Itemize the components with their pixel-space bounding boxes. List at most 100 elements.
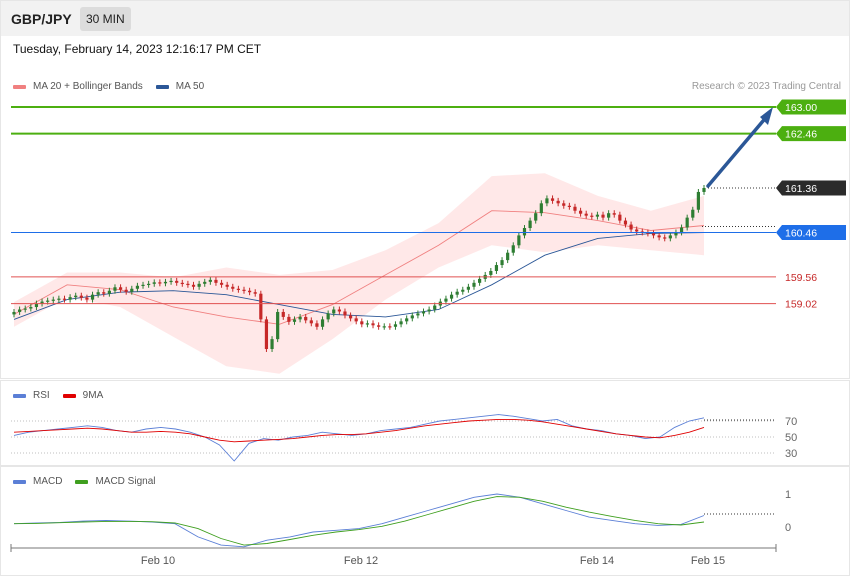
candle-body xyxy=(573,206,577,211)
candle-body xyxy=(348,315,353,319)
level-160.46-badge xyxy=(776,224,846,240)
candle-body xyxy=(668,235,672,239)
candle-body xyxy=(506,252,510,261)
candle-body xyxy=(489,270,493,275)
candle-body xyxy=(315,323,319,327)
candle-body xyxy=(416,313,420,316)
candle-body xyxy=(320,319,325,327)
candle-body xyxy=(46,300,50,302)
candle-body xyxy=(556,200,560,204)
candle-body xyxy=(135,285,140,289)
candles-group xyxy=(12,185,706,352)
candle-body xyxy=(326,313,330,320)
legend-rsi: RSI xyxy=(33,390,50,401)
candle-body xyxy=(522,228,527,236)
rsi-tick-70: 70 xyxy=(785,416,797,428)
candle-body xyxy=(427,309,431,312)
candle-body xyxy=(578,210,583,214)
rsi-series-RSI xyxy=(13,414,705,462)
credit-label: Research © 2023 Trading Central xyxy=(691,81,841,92)
candle-body xyxy=(102,292,106,294)
candle-body xyxy=(444,298,448,302)
candle-body xyxy=(332,309,336,314)
candle-body xyxy=(29,307,33,309)
candle-body xyxy=(646,232,650,234)
rsi-ma-swatch xyxy=(62,393,76,398)
candle-body xyxy=(79,295,83,298)
datetime-label: Tuesday, February 14, 2023 12:16:17 PM C… xyxy=(13,42,262,56)
candle-body xyxy=(23,308,27,310)
rsi-swatch xyxy=(13,393,26,398)
candle-body xyxy=(175,280,179,283)
macd-swatch xyxy=(13,479,26,484)
candle-body xyxy=(528,220,532,229)
candle-body xyxy=(685,217,689,228)
candle-body xyxy=(405,318,409,322)
candle-body xyxy=(337,309,341,312)
rsi-series-9MA xyxy=(13,418,705,443)
candle-body xyxy=(309,320,313,324)
ma20-line xyxy=(13,210,705,325)
candle-body xyxy=(365,323,370,325)
candle-body xyxy=(197,283,201,287)
candle-body xyxy=(40,301,44,304)
candle-body xyxy=(360,321,364,325)
candle-body xyxy=(130,288,134,292)
candle-body xyxy=(500,260,504,266)
level-162.46-tag: 162.46 xyxy=(776,126,846,142)
macd-signal-swatch xyxy=(75,479,89,484)
candle-body xyxy=(191,284,196,287)
bollinger-band xyxy=(14,173,704,374)
rsi-legend: RSI 9MA xyxy=(13,390,103,401)
candle-body xyxy=(147,283,151,286)
macd-series-MACD-Signal xyxy=(13,496,705,546)
level-163.00-tag: 163.00 xyxy=(776,99,846,115)
candle-body xyxy=(248,290,252,293)
candle-body xyxy=(354,318,358,322)
candle-body xyxy=(466,286,470,290)
candle-body xyxy=(449,294,454,299)
candle-body xyxy=(377,325,381,327)
candle-body xyxy=(691,209,695,218)
candle-body xyxy=(595,214,600,217)
price-legend: MA 20 + Bollinger Bands MA 50 xyxy=(13,81,204,92)
candle-body xyxy=(410,315,414,319)
candle-body xyxy=(158,282,162,284)
candle-body xyxy=(343,311,347,316)
candle-body xyxy=(304,316,308,321)
candle-body xyxy=(517,235,521,246)
level-160.46-tag: 160.46 xyxy=(776,224,846,240)
macd-tick-0: 0 xyxy=(785,522,791,534)
candle-body xyxy=(231,286,235,289)
x-tick-Feb-12: Feb 12 xyxy=(344,555,378,567)
candle-body xyxy=(545,198,549,204)
macd-tick-1: 1 xyxy=(785,489,791,501)
rsi-tick-30: 30 xyxy=(785,448,797,460)
candle-body xyxy=(203,281,207,284)
candle-body xyxy=(534,213,538,221)
candle-body xyxy=(292,319,297,322)
level-163.00-badge xyxy=(776,99,846,115)
candle-body xyxy=(494,265,499,271)
candle-body xyxy=(539,203,543,214)
candle-body xyxy=(371,323,375,326)
candle-body xyxy=(590,215,594,217)
ma20-swatch xyxy=(13,84,26,89)
candle-body xyxy=(663,237,667,239)
candle-body xyxy=(651,233,656,236)
level-159.02-tag: 159.02 xyxy=(785,299,817,311)
x-tick-Feb-15: Feb 15 xyxy=(691,555,725,567)
candle-body xyxy=(124,289,128,292)
price-panel-frame xyxy=(0,0,850,379)
symbol-label: GBP/JPY xyxy=(11,11,72,27)
timeframe-button[interactable]: 30 MIN xyxy=(80,7,131,31)
candle-body xyxy=(433,305,437,310)
level-159.56-label: 159.56 xyxy=(785,272,817,284)
level-160.46-label: 160.46 xyxy=(785,227,817,239)
legend-macd-signal: MACD Signal xyxy=(95,476,156,487)
target-arrow-line xyxy=(706,115,768,188)
candle-body xyxy=(270,339,274,350)
candle-body xyxy=(601,214,605,218)
candle-body xyxy=(696,191,700,210)
